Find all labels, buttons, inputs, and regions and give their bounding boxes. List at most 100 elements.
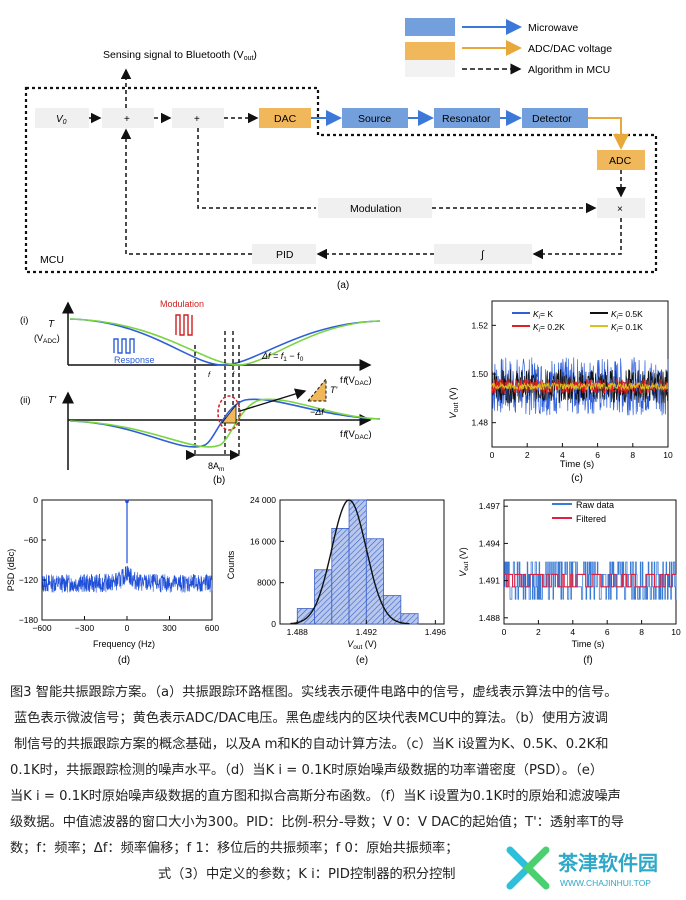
figure-caption: 图3 智能共振跟踪方案。（a）共振跟踪环路框图。实线表示硬件电路中的信号，虚线表… [10, 680, 678, 888]
y-tick-label: 1.494 [479, 538, 501, 548]
panel-d-chart: −180−120−600−600 −300 0 300 600 PSD (dBc) Fr… [6, 495, 219, 666]
y-tick-label: −120 [19, 575, 38, 585]
detector-block [522, 108, 588, 128]
filtered-line [504, 573, 676, 588]
panel-f-legend: Raw data Filtered [552, 500, 614, 524]
svg-text:T': T' [330, 385, 337, 395]
y-tick-label: 1.52 [471, 320, 488, 330]
y-tick-label: 1.488 [479, 613, 501, 623]
panel-c-chart: 1.48 1.50 1.52 0 2 4 6 8 10 Vout (V) Time (s) (c… [448, 300, 673, 484]
svg-text:+: + [124, 114, 130, 125]
svg-text:×: × [617, 204, 623, 215]
x-tick-label: 8 [630, 450, 635, 460]
svg-text:DAC: DAC [274, 113, 297, 125]
svg-text:Ki= 0.1K: Ki= 0.1K [611, 322, 643, 334]
svg-text:Ki= 0.5K: Ki= 0.5K [611, 309, 643, 321]
slope-triangle [306, 377, 327, 402]
svg-text:Ki= K: Ki= K [533, 309, 553, 321]
svg-text:Modulation: Modulation [350, 203, 402, 215]
derivative-curve-green [69, 398, 381, 448]
svg-text:−Δf: −Δf [310, 407, 325, 417]
y-tick-label: 1.48 [471, 418, 488, 428]
histogram-bar [383, 595, 402, 625]
caption-line: 0.1K时，共振跟踪检测的噪声水平。（d）当K i = 0.1K时原始噪声级数据… [10, 763, 604, 778]
x-tick-label: 1.496 [425, 627, 447, 637]
y-tick-label: 0 [271, 619, 276, 629]
source-block [342, 108, 408, 128]
svg-text:Source: Source [358, 113, 391, 125]
x-tick-label: 1.492 [356, 627, 378, 637]
y-tick-label: 1.497 [479, 501, 501, 511]
panel-b-label: (b) [213, 475, 225, 485]
x-tick-label: 300 [162, 623, 176, 633]
integral-block [434, 244, 532, 264]
svg-text:Δf = f1 − f0: Δf = f1 − f0 [261, 351, 304, 363]
response-curve-blue [69, 318, 381, 366]
v0-block [35, 108, 89, 128]
svg-text:V0: V0 [56, 114, 67, 126]
svg-text:Ki= 0.2K: Ki= 0.2K [533, 322, 565, 334]
svg-text:f: f [208, 370, 211, 379]
svg-text:8Am: 8Am [208, 461, 224, 473]
adc-block [597, 150, 645, 170]
svg-text:Response: Response [114, 355, 155, 365]
y-tick-label: 0 [33, 495, 38, 505]
caption-line: 图3 智能共振跟踪方案。（a）共振跟踪环路框图。实线表示硬件电路中的信号，虚线表… [10, 685, 618, 700]
panel-b-diagram: (i) (ii) T (VADC) ff (VDAC) Modulation R… [20, 299, 381, 485]
x-tick-label: 0 [490, 450, 495, 460]
multiply-block [597, 198, 645, 218]
svg-text:(VADC): (VADC) [34, 333, 60, 345]
panel-d-xlabel: Frequency (Hz) [93, 639, 155, 649]
svg-text:ADC: ADC [609, 155, 632, 167]
svg-text:Modulation: Modulation [160, 299, 204, 309]
panel-f-ylabel: Vout (V) [458, 547, 470, 577]
panel-e-ylabel: Counts [226, 550, 236, 579]
series-line [491, 381, 669, 391]
panel-c-legend: Ki= K Ki= 0.5K Ki= 0.2K Ki= 0.1K [512, 309, 643, 334]
watermark-title: 茶津软件园 [558, 851, 658, 875]
panel-c-xlabel: Time (s) [560, 459, 594, 470]
legend-algorithm-in-mcu: Algorithm in MCU [528, 64, 610, 76]
x-tick-label: 4 [570, 627, 575, 637]
watermark-logo-icon [506, 846, 550, 890]
x-tick-label: 1.488 [287, 627, 309, 637]
caption-line: 级数据。中值滤波器的窗口大小为300。PID：比例-积分-导数；V 0：V DA… [10, 815, 624, 830]
panel-a-diagram: Microwave ADC/DAC voltage Algorithm in M… [24, 18, 658, 291]
panel-d-label: (d) [118, 655, 130, 666]
svg-text:T: T [48, 319, 55, 330]
y-tick-label: 24 000 [250, 495, 276, 505]
legend-adc-dac-voltage: ADC/DAC voltage [528, 43, 612, 55]
svg-text:PID: PID [276, 249, 294, 261]
panel-d-ylabel: PSD (dBc) [6, 549, 16, 592]
svg-text:Detector: Detector [532, 113, 572, 125]
y-tick-label: 1.491 [479, 576, 501, 586]
histogram-bar [314, 569, 333, 625]
x-tick-label: 6 [605, 627, 610, 637]
caption-line: 式（3）中定义的参数；K i：PID控制器的积分控制 [158, 867, 456, 882]
x-tick-label: 4 [560, 450, 565, 460]
gaussian-fit [290, 499, 410, 625]
svg-text:Filtered: Filtered [576, 514, 606, 524]
caption-line: 当K i = 0.1K时原始噪声级数据的直方图和拟合高斯分布函数。（f）当K i… [10, 789, 621, 804]
svg-text:ff (VDAC): ff (VDAC) [340, 375, 372, 387]
sum-block-2 [172, 108, 224, 128]
plot-frame [503, 499, 677, 625]
red-ellipse [217, 395, 241, 431]
panel-e-label: (e) [356, 655, 368, 666]
mcu-label: MCU [40, 254, 64, 266]
y-tick-label: 8000 [257, 578, 276, 588]
x-tick-label: 0 [125, 623, 130, 633]
watermark-url: WWW.CHAJINHUI.TOP [560, 878, 651, 888]
caption-line: 蓝色表示微波信号；黄色表示ADC/DAC电压。黑色虚线内的区块代表MCU中的算法… [14, 711, 608, 726]
x-tick-label: −300 [75, 623, 94, 633]
modulation-wave [175, 314, 193, 336]
x-tick-label: 10 [671, 627, 681, 637]
caption-line: 制信号的共振跟踪方案的概念基础，以及A m和K的自动计算方法。（c）当K i设置… [14, 737, 609, 752]
x-tick-label: 0 [502, 627, 507, 637]
x-tick-label: 8 [639, 627, 644, 637]
svg-text:T': T' [48, 395, 57, 406]
response-wave [113, 338, 135, 354]
panel-a-label: (a) [337, 280, 349, 291]
svg-text:(ii): (ii) [20, 395, 31, 406]
